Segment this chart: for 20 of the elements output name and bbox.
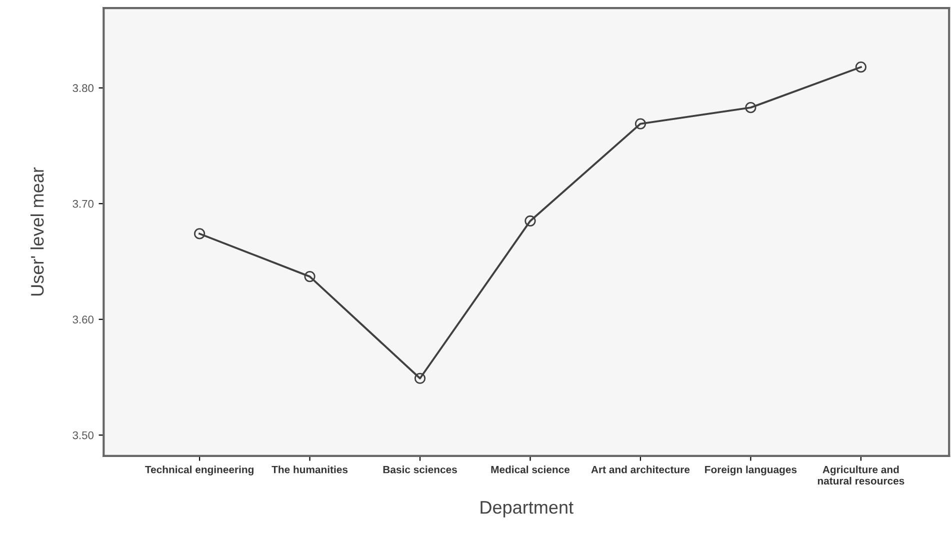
point	[194, 228, 206, 240]
x-tick-label: Medical science	[491, 466, 570, 474]
point	[634, 118, 646, 130]
x-tick-label: Foreign languages	[705, 466, 797, 476]
x-axis-title: Department	[480, 501, 574, 518]
x-tick-label: Basic sciences	[383, 466, 457, 474]
y-tick-label: 3.80	[72, 84, 94, 92]
point	[855, 62, 866, 73]
point	[524, 215, 536, 227]
y-axis-title: User' level mear	[30, 167, 44, 296]
y-tick-label: 3.70	[72, 200, 94, 208]
x-tick-label: The humanities	[272, 466, 348, 474]
point	[304, 270, 316, 282]
point	[414, 372, 426, 384]
y-tick-label: 3.50	[72, 431, 94, 440]
x-tick-label: Art and architecture	[591, 466, 690, 474]
y-tick-label: 3.60	[72, 316, 94, 324]
x-tick-label: Agriculture and natural resources	[818, 466, 904, 485]
x-tick-label: Technical engineering	[145, 466, 254, 476]
point	[745, 102, 756, 114]
